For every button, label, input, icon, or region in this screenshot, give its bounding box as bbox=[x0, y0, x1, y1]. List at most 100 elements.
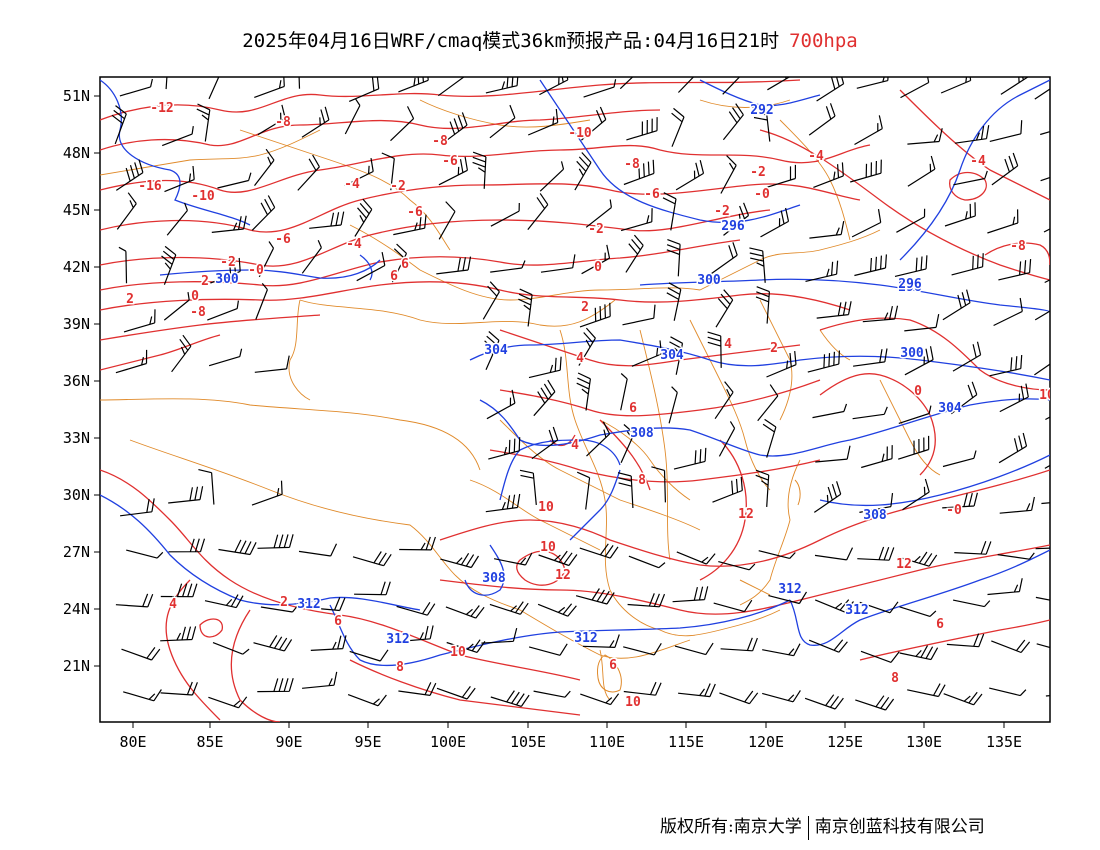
wind-barb-icon bbox=[809, 220, 845, 239]
temperature-label: 10 bbox=[540, 540, 556, 555]
wind-barb-icon bbox=[493, 552, 533, 566]
geopotential-label: 312 bbox=[778, 582, 801, 597]
geopotential-label: 308 bbox=[630, 426, 654, 441]
wind-barb-icon bbox=[998, 259, 1032, 281]
wind-barb-icon bbox=[675, 160, 705, 191]
temperature-label: -2 bbox=[390, 179, 406, 194]
temperature-label: 0 bbox=[191, 289, 199, 304]
geopotential-label: 300 bbox=[900, 346, 924, 361]
wind-barb-icon bbox=[211, 215, 247, 233]
wind-barb-icon bbox=[254, 148, 275, 186]
wind-barb-icon bbox=[581, 106, 607, 141]
geopotential-label: 296 bbox=[898, 277, 922, 292]
wind-barb-icon bbox=[527, 193, 549, 230]
wind-barb-icon bbox=[208, 77, 220, 100]
wind-barb-icon bbox=[257, 534, 294, 549]
temperature-label: 6 bbox=[334, 614, 342, 629]
wind-barb-icon bbox=[257, 678, 294, 693]
credit-separator bbox=[807, 815, 809, 840]
wind-barb-icon bbox=[255, 283, 268, 320]
lat-label: 27N bbox=[63, 543, 90, 561]
wind-barb-icon bbox=[942, 289, 971, 321]
wind-barb-icon bbox=[307, 597, 346, 612]
temperature-label: -8 bbox=[432, 134, 448, 149]
credit-right: 南京创蓝科技有限公司 bbox=[814, 817, 985, 837]
wind-barb-icon bbox=[575, 588, 615, 605]
wind-barb-icon bbox=[208, 696, 248, 709]
wind-barb-icon bbox=[628, 555, 666, 569]
wind-barb-icon bbox=[446, 639, 486, 653]
wind-barb-icon bbox=[954, 125, 990, 144]
wind-barb-icon bbox=[946, 633, 985, 648]
wind-barb-icon bbox=[804, 694, 844, 710]
wind-barb-icon bbox=[768, 591, 808, 605]
wind-barb-icon bbox=[539, 77, 569, 96]
wind-barb-icon bbox=[904, 313, 940, 332]
wind-barb-icon bbox=[953, 170, 988, 186]
wind-barb-icon bbox=[579, 543, 619, 559]
border-lines bbox=[100, 99, 941, 701]
temperature-label: 6 bbox=[609, 658, 617, 673]
temperature-contours bbox=[100, 79, 1050, 722]
wind-barb-icon bbox=[518, 288, 533, 327]
wind-barb-icon bbox=[488, 437, 521, 460]
wind-barb-icon bbox=[766, 351, 797, 378]
wind-barb-icon bbox=[486, 389, 516, 420]
wind-barb-icon bbox=[161, 126, 194, 147]
temperature-label: 2 bbox=[201, 274, 209, 289]
wind-barb-icon bbox=[677, 77, 695, 93]
wind-barb-icon bbox=[111, 105, 127, 145]
wind-barb-icon bbox=[116, 192, 137, 230]
wind-barb-icon bbox=[762, 643, 801, 657]
wind-barb-icon bbox=[436, 686, 476, 700]
temperature-label: 10 bbox=[1039, 388, 1055, 403]
wind-barb-icon bbox=[942, 450, 977, 468]
wind-barb-icon bbox=[898, 551, 938, 567]
lat-label: 48N bbox=[63, 144, 90, 162]
wind-barb-icon bbox=[210, 257, 241, 284]
wind-barb-icon bbox=[381, 152, 395, 191]
map-title: 2025年04月16日WRF/cmaq模式36km预报产品:04月16日21时 7… bbox=[0, 26, 1100, 53]
wind-barb-icon bbox=[767, 77, 791, 91]
coastline bbox=[597, 479, 801, 693]
wind-barb-icon bbox=[356, 251, 386, 282]
wind-barb-icon bbox=[586, 421, 611, 457]
wind-barb-icon bbox=[354, 581, 391, 596]
wind-barb-icon bbox=[1034, 88, 1050, 100]
wind-barb-icon bbox=[899, 606, 937, 617]
wind-barb-icon bbox=[438, 156, 468, 186]
lon-label: 90E bbox=[275, 733, 302, 751]
wind-barb-icon bbox=[808, 103, 836, 136]
wind-barb-icon bbox=[752, 106, 771, 142]
wind-barb-icon bbox=[862, 305, 899, 323]
wind-barb-icon bbox=[620, 424, 635, 463]
wind-barb-icon bbox=[815, 445, 851, 463]
wind-barb-icon bbox=[579, 302, 611, 328]
wind-barb-icon bbox=[851, 209, 882, 238]
temperature-label: 2 bbox=[581, 300, 589, 315]
wind-barb-icon bbox=[719, 690, 759, 705]
temperature-label: 4 bbox=[576, 351, 584, 366]
wind-barb-icon bbox=[1000, 77, 1029, 95]
wind-barb-icon bbox=[896, 208, 926, 233]
wind-barb-icon bbox=[115, 159, 144, 191]
wind-barb-icon bbox=[528, 356, 562, 379]
wind-barb-icon bbox=[755, 286, 770, 324]
wind-barb-icon bbox=[398, 625, 434, 643]
wind-barb-icon bbox=[160, 681, 198, 696]
wind-barb-icon bbox=[617, 472, 634, 509]
temperature-label: 8 bbox=[891, 671, 899, 686]
lat-label: 21N bbox=[63, 657, 90, 675]
wind-barb-icon bbox=[651, 466, 666, 503]
wind-barb-icon bbox=[757, 384, 779, 422]
temperature-label: -6 bbox=[275, 232, 291, 247]
wind-barb-icon bbox=[445, 605, 485, 619]
geopotential-label: 300 bbox=[215, 272, 239, 287]
wind-barb-icon bbox=[718, 561, 756, 571]
wind-barb-icon bbox=[989, 687, 1027, 697]
temperature-label: -12 bbox=[150, 101, 173, 116]
wind-barb-icon bbox=[126, 549, 164, 559]
wind-barb-icon bbox=[354, 198, 373, 237]
wind-barb-icon bbox=[854, 115, 883, 146]
